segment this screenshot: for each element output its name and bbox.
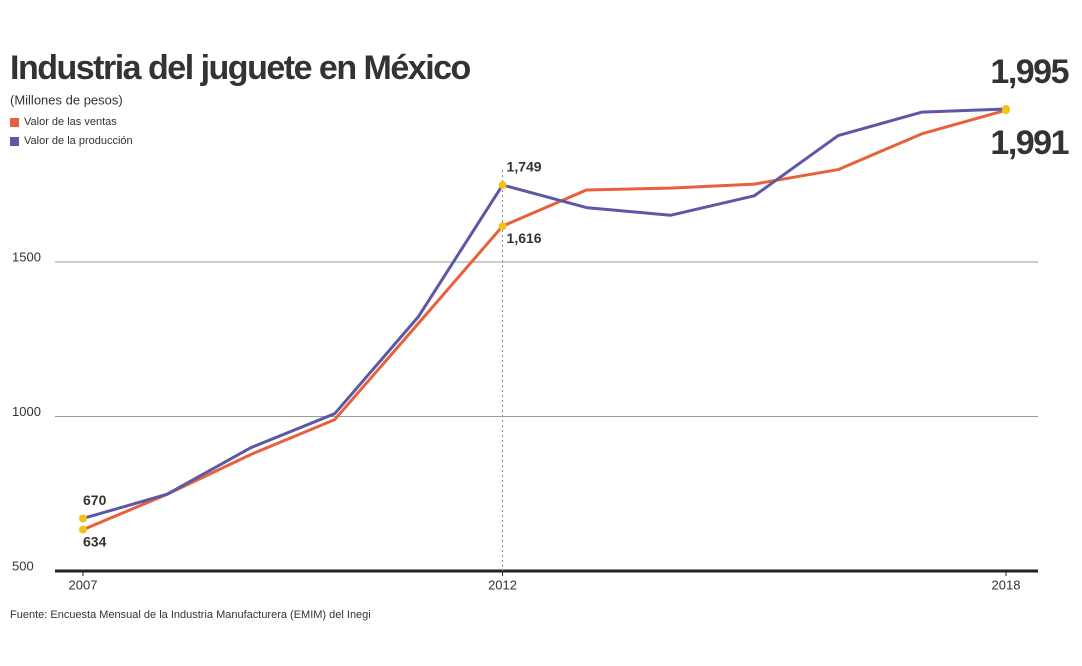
x-tick-label: 2012	[488, 577, 517, 592]
point	[79, 525, 87, 534]
data-label: 1,991	[990, 124, 1068, 162]
legend-label: Valor de la producción	[24, 135, 133, 147]
legend-label: Valor de las ventas	[24, 116, 117, 128]
point	[1002, 104, 1010, 113]
legend-swatch	[10, 137, 19, 146]
x-tick-label: 2007	[69, 577, 98, 592]
data-label: 1,995	[990, 53, 1068, 91]
data-label: 1,749	[507, 159, 542, 175]
x-tick-label: 2018	[992, 577, 1021, 592]
y-tick-label: 1000	[12, 404, 41, 419]
point	[498, 181, 507, 190]
y-tick-label: 500	[12, 558, 34, 573]
legend-swatch	[10, 118, 19, 127]
series-line	[82, 107, 1007, 520]
chart-title: Industria del juguete en México	[10, 49, 471, 87]
source: Fuente: Encuesta Mensual de la Industria…	[10, 609, 371, 621]
data-label: 670	[83, 492, 107, 508]
data-label: 634	[83, 533, 107, 549]
series-line	[82, 108, 1007, 531]
chart-subtitle: (Millones de pesos)	[10, 92, 123, 107]
y-tick-label: 1500	[12, 249, 41, 264]
point	[79, 514, 87, 523]
data-label: 1,616	[507, 230, 542, 246]
point	[498, 222, 507, 231]
